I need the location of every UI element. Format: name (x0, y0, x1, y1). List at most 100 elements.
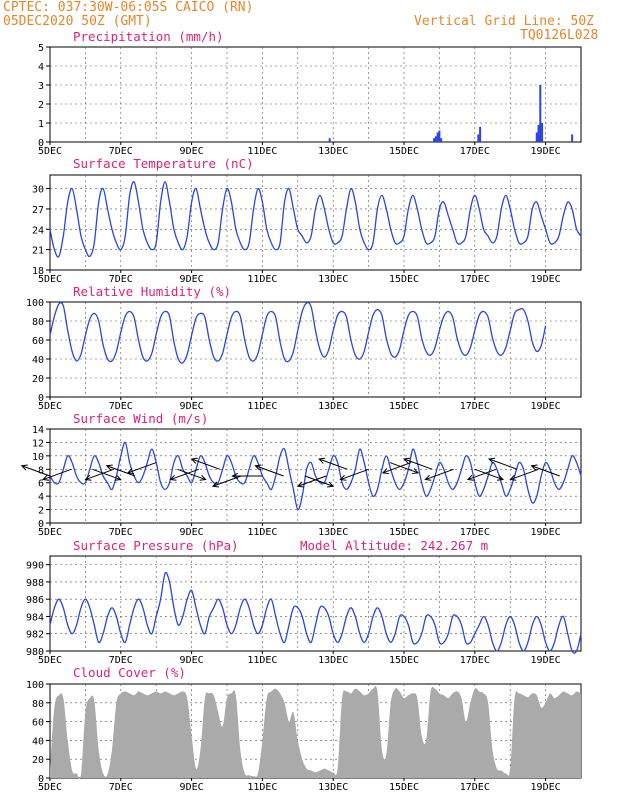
rh-ytick-label: 20 (32, 374, 44, 385)
pres-panel (46, 555, 582, 654)
wind-arrow (488, 458, 518, 470)
temp-xtick-label: 13DEC (318, 274, 348, 285)
wind-arrow-head (339, 474, 347, 481)
rh-frame (49, 301, 582, 398)
temp-frame (49, 174, 582, 271)
precip-xtick-label: 15DEC (389, 146, 419, 157)
wind-arrows (20, 457, 560, 488)
wind-ytick-label: 0 (38, 519, 44, 530)
cloud-xtick-label: 15DEC (389, 782, 419, 793)
wind-arrow-head (105, 464, 113, 471)
wind-panel (46, 428, 582, 526)
rh-xtick-label: 13DEC (318, 401, 348, 412)
temp-xtick-label: 17DEC (460, 274, 490, 285)
header-date: 05DEC2020 50Z (GMT) (3, 14, 152, 29)
wind-arrow (467, 468, 497, 481)
temp-xtick-label: 5DEC (38, 274, 62, 285)
wind-xtick-label: 9DEC (180, 527, 204, 538)
wind-arrow-head (126, 468, 135, 475)
wind-arrow-head (84, 474, 92, 481)
precip-xtick-label: 17DEC (460, 146, 490, 157)
precip-frame (49, 46, 582, 143)
wind-arrow (403, 458, 433, 470)
precip-bar (571, 134, 574, 142)
wind-arrow-head (296, 481, 304, 488)
wind-arrow (92, 468, 121, 481)
wind-xtick-label: 13DEC (318, 527, 348, 538)
pres-title: Surface Pressure (hPa) (73, 538, 239, 553)
precip-ytick-label: 3 (38, 81, 44, 92)
wind-arrow-head (199, 474, 207, 481)
temp-xtick-label: 15DEC (389, 274, 419, 285)
wind-arrow-head (42, 474, 50, 481)
precip-ytick-label: 5 (38, 43, 44, 54)
wind-arrow-head (20, 464, 28, 471)
wind-arrow-head (424, 474, 432, 481)
precip-bar (537, 124, 540, 142)
wind-arrow-head (412, 468, 420, 475)
wind-ytick-label: 8 (38, 465, 44, 476)
pres-xtick-label: 13DEC (318, 655, 348, 666)
temp-panel (46, 174, 582, 273)
wind-ytick-label: 10 (32, 452, 44, 463)
wind-ytick-label: 4 (38, 492, 44, 503)
rh-ytick-label: 100 (26, 298, 44, 309)
temp-xtick-label: 9DEC (180, 274, 204, 285)
temp-ytick-label: 18 (32, 266, 44, 277)
pres-xtick-label: 19DEC (531, 655, 561, 666)
wind-arrow (127, 462, 157, 474)
precip-xtick-label: 5DEC (38, 146, 62, 157)
rh-xtick-label: 17DEC (460, 401, 490, 412)
wind-arrow-head (488, 457, 496, 464)
wind-arrow (531, 465, 560, 477)
wind-arrow (85, 468, 114, 481)
precip-bar (539, 85, 542, 142)
rh-ytick-label: 80 (32, 317, 44, 328)
pres-ytick-label: 988 (26, 578, 44, 589)
rh-ytick-label: 0 (38, 393, 44, 404)
rh-xtick-label: 19DEC (531, 401, 561, 412)
rh-xtick-label: 11DEC (247, 401, 277, 412)
rh-title: Relative Humidity (%) (73, 284, 231, 299)
precip-panel (46, 46, 582, 145)
wind-arrow-head (231, 472, 238, 480)
precip-bar (436, 132, 439, 142)
cloud-xtick-label: 9DEC (180, 782, 204, 793)
wind-arrow (42, 468, 72, 481)
wind-arrow-head (496, 474, 505, 481)
precip-xtick-label: 19DEC (531, 146, 561, 157)
precip-bar (535, 132, 538, 142)
wind-arrow-head (254, 464, 262, 471)
precip-bar (477, 134, 480, 142)
rh-panel (46, 301, 582, 400)
rh-line (49, 301, 547, 364)
cloud-xtick-label: 13DEC (318, 782, 348, 793)
wind-ytick-label: 14 (32, 425, 44, 436)
wind-arrow (255, 465, 284, 477)
cloud-ytick-label: 20 (32, 755, 44, 766)
wind-arrow (170, 468, 199, 481)
header-grid-note: Vertical Grid Line: 50Z (414, 14, 595, 29)
precip-bar (479, 126, 482, 142)
pres-xtick-label: 15DEC (389, 655, 419, 666)
cloud-xtick-label: 19DEC (531, 782, 561, 793)
temp-ytick-label: 21 (32, 246, 44, 257)
wind-arrow-head (530, 464, 538, 471)
precip-ytick-label: 1 (38, 119, 44, 130)
precip-ytick-label: 0 (38, 138, 44, 149)
temp-title: Surface Temperature (nC) (73, 156, 254, 171)
cloud-ytick-label: 100 (26, 680, 44, 691)
wind-arrow (21, 465, 51, 477)
wind-xtick-label: 7DEC (109, 527, 133, 538)
cloud-ytick-label: 60 (32, 718, 44, 729)
temp-xtick-label: 19DEC (531, 274, 561, 285)
precip-bar (440, 138, 443, 142)
wind-arrow (304, 475, 334, 487)
header-code: TQ0126L028 (520, 28, 599, 43)
pres-xtick-label: 7DEC (109, 655, 133, 666)
cloud-panel (46, 683, 582, 781)
wind-arrow-head (381, 468, 389, 475)
pres-xtick-label: 11DEC (247, 655, 277, 666)
wind-arrow-head (403, 457, 411, 464)
